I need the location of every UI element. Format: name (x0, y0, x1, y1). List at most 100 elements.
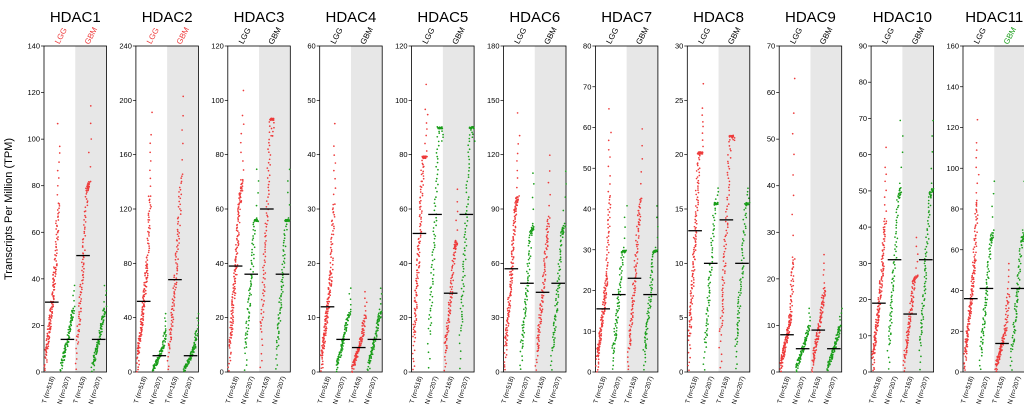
data-point (245, 359, 248, 361)
data-point (245, 326, 248, 329)
data-point (783, 353, 786, 356)
data-point (722, 260, 725, 262)
data-point (365, 316, 367, 318)
data-point (252, 235, 254, 237)
data-point (330, 285, 333, 287)
data-point (181, 129, 183, 131)
data-point (467, 203, 469, 205)
data-point (232, 287, 235, 289)
data-point (444, 365, 447, 368)
data-point (326, 320, 328, 322)
data-point (505, 348, 508, 351)
data-point (637, 230, 640, 233)
data-point (332, 210, 335, 213)
data-point (898, 188, 901, 190)
data-point (698, 174, 701, 177)
x-tick-label: N (n=207) (363, 375, 379, 405)
data-point (176, 217, 179, 220)
data-point (559, 253, 562, 256)
data-point (449, 309, 451, 311)
data-point (170, 329, 173, 331)
data-point (503, 352, 506, 354)
data-point (907, 321, 910, 324)
data-point (236, 264, 239, 266)
data-point (414, 336, 417, 339)
data-point (260, 331, 263, 333)
data-point (330, 279, 333, 282)
data-point (524, 298, 526, 301)
data-point (272, 130, 274, 133)
data-point (696, 196, 699, 199)
data-point (637, 229, 640, 231)
data-point (511, 253, 513, 256)
data-point (512, 248, 515, 251)
data-point (233, 275, 235, 278)
data-point (265, 200, 268, 202)
data-point (795, 365, 798, 368)
data-point (56, 224, 58, 227)
data-point (66, 345, 69, 348)
x-tick-label: T (n=163) (348, 375, 363, 404)
data-point (415, 269, 418, 272)
data-point (56, 122, 59, 125)
data-point (723, 272, 726, 274)
data-point (330, 256, 332, 258)
data-point (415, 277, 418, 280)
data-point (923, 262, 926, 265)
data-point (895, 250, 897, 253)
data-point (896, 199, 898, 201)
data-point (789, 295, 792, 297)
data-point (912, 300, 914, 303)
data-point (607, 190, 610, 193)
data-point (370, 346, 373, 349)
data-point (170, 319, 173, 322)
data-point (236, 224, 238, 227)
data-point (151, 111, 153, 114)
data-point (77, 333, 80, 336)
data-point (606, 264, 609, 266)
data-point (234, 258, 237, 261)
data-point (466, 180, 469, 183)
data-point (726, 223, 729, 226)
data-point (506, 318, 509, 321)
data-point (736, 337, 738, 339)
data-point (446, 345, 448, 347)
data-point (363, 320, 366, 323)
data-point (532, 225, 535, 228)
data-point (823, 289, 826, 292)
data-point (378, 317, 380, 320)
data-point (155, 359, 158, 362)
gbm-shade (442, 46, 475, 372)
data-point (817, 327, 819, 329)
data-point (920, 329, 923, 332)
data-point (525, 287, 527, 290)
data-point (656, 236, 659, 239)
data-point (721, 302, 724, 305)
data-point (648, 311, 650, 314)
data-point (883, 233, 886, 235)
data-point (335, 368, 338, 371)
data-point (283, 237, 286, 240)
data-point (792, 234, 794, 237)
data-point (896, 216, 898, 219)
data-point (561, 231, 564, 233)
data-point (67, 328, 70, 331)
data-point (176, 223, 179, 225)
data-point (883, 217, 886, 220)
data-point (267, 196, 269, 198)
data-point (418, 261, 421, 263)
data-point (431, 277, 434, 280)
data-point (446, 347, 448, 349)
data-point (435, 152, 438, 154)
data-point (430, 322, 433, 324)
data-point (633, 259, 636, 262)
data-point (413, 307, 416, 310)
data-point (909, 302, 911, 305)
data-point (429, 309, 432, 312)
data-point (792, 266, 795, 268)
data-point (288, 203, 291, 206)
data-point (81, 282, 84, 285)
x-tick-label: T (n=163) (72, 375, 87, 404)
y-tick-label: 80 (583, 42, 591, 51)
data-point (458, 334, 461, 336)
